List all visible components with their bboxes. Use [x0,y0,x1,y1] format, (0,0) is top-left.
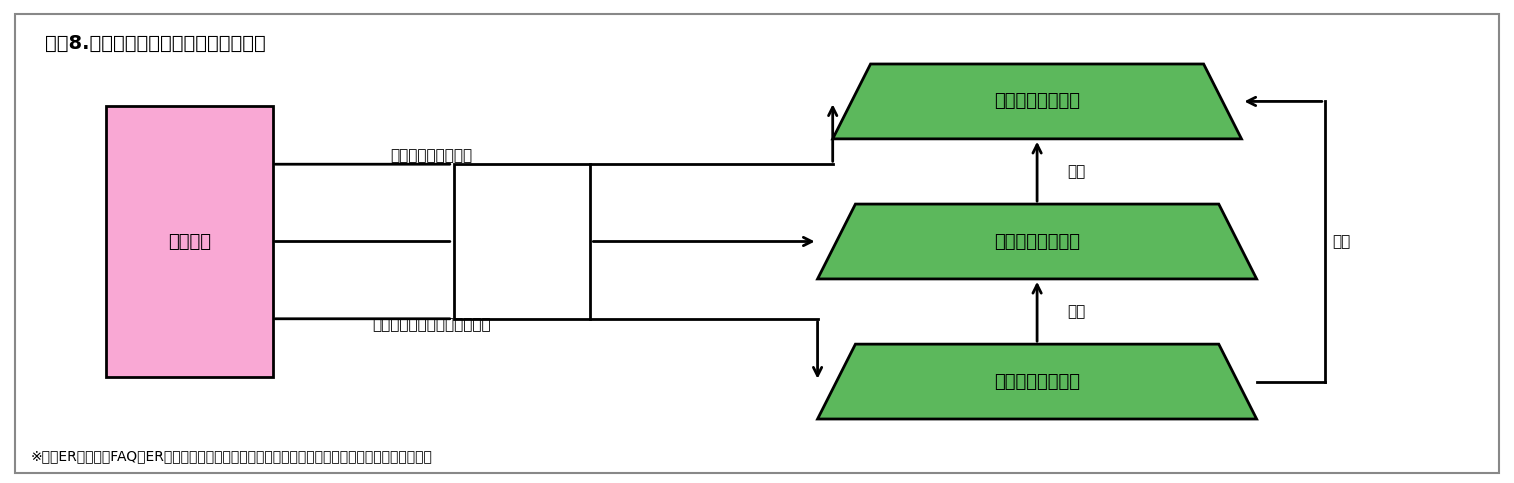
FancyBboxPatch shape [106,106,273,377]
Text: 二次救急医療機関: 二次救急医療機関 [995,232,1079,251]
Polygon shape [833,64,1241,139]
Text: 救急車等による搬送: 救急車等による搬送 [391,148,472,163]
Text: 転送: 転送 [1067,304,1086,319]
FancyBboxPatch shape [15,14,1499,473]
Text: 三次救急医療機関: 三次救急医療機関 [995,92,1079,111]
Text: 救急患者: 救急患者 [168,232,210,251]
Text: 転送: 転送 [1332,234,1350,249]
Text: ※　「ERシステムFAQ」ER検討委員会（日本救急医学会ホームページ）の図１をもとに、筆者作成: ※ 「ERシステムFAQ」ER検討委員会（日本救急医学会ホームページ）の図１をも… [30,450,431,464]
Text: 徒歩・マイカーなどでの外来: 徒歩・マイカーなどでの外来 [372,317,491,332]
Polygon shape [818,344,1257,419]
Text: 図表8.　集中治療型の救急医療システム: 図表8. 集中治療型の救急医療システム [45,34,266,53]
FancyBboxPatch shape [454,164,590,319]
Text: 初期救急医療機関: 初期救急医療機関 [995,372,1079,391]
Polygon shape [818,204,1257,279]
Text: 転送: 転送 [1067,164,1086,179]
